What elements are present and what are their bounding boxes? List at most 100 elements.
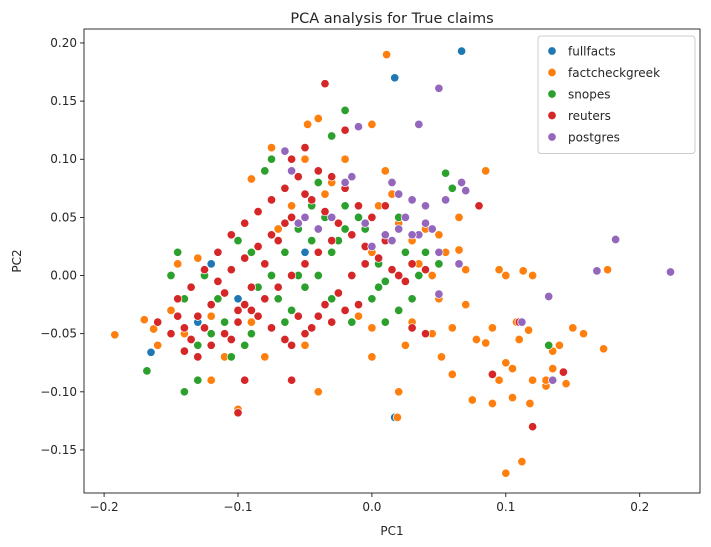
point-reuters	[327, 172, 337, 182]
point-reuters	[407, 323, 417, 333]
point-snopes	[233, 236, 243, 246]
series-postgres	[280, 83, 676, 385]
point-factcheckgreek	[367, 352, 377, 362]
point-factcheckgreek	[501, 468, 511, 478]
point-reuters	[353, 201, 364, 211]
point-reuters	[206, 300, 216, 310]
point-postgres	[441, 195, 451, 205]
point-factcheckgreek	[517, 457, 527, 467]
legend-label: fullfacts	[568, 45, 616, 59]
point-reuters	[179, 323, 189, 333]
point-factcheckgreek	[467, 395, 477, 405]
point-reuters	[558, 367, 568, 377]
point-postgres	[280, 146, 290, 156]
point-reuters	[226, 334, 236, 345]
point-snopes	[380, 317, 390, 327]
point-reuters	[280, 183, 290, 193]
point-snopes	[313, 270, 323, 281]
point-factcheckgreek	[528, 270, 538, 281]
point-reuters	[313, 311, 323, 321]
point-factcheckgreek	[166, 305, 176, 315]
point-factcheckgreek	[461, 265, 471, 275]
point-postgres	[400, 212, 410, 222]
point-reuters	[246, 305, 256, 315]
point-snopes	[414, 270, 424, 281]
point-reuters	[213, 247, 223, 257]
point-reuters	[199, 265, 210, 275]
point-postgres	[461, 186, 471, 196]
point-reuters	[300, 189, 310, 199]
point-snopes	[287, 305, 297, 315]
point-reuters	[320, 207, 330, 217]
point-reuters	[327, 236, 337, 246]
point-reuters	[367, 212, 377, 222]
point-reuters	[186, 334, 196, 345]
point-snopes	[327, 131, 337, 141]
point-reuters	[333, 288, 343, 298]
chart-title: PCA analysis for True claims	[290, 11, 493, 27]
point-reuters	[287, 340, 297, 350]
point-reuters	[193, 352, 203, 362]
point-reuters	[253, 311, 263, 321]
point-factcheckgreek	[461, 300, 471, 310]
point-snopes	[226, 352, 236, 362]
point-snopes	[327, 294, 337, 304]
point-postgres	[394, 189, 404, 199]
point-snopes	[400, 247, 410, 257]
point-fullfacts	[146, 347, 156, 357]
point-postgres	[340, 177, 350, 188]
point-reuters	[528, 422, 538, 432]
point-reuters	[233, 305, 243, 315]
point-snopes	[340, 224, 350, 234]
point-factcheckgreek	[524, 325, 534, 335]
point-factcheckgreek	[320, 189, 330, 199]
point-postgres	[387, 236, 397, 246]
point-reuters	[313, 166, 323, 176]
legend-marker	[547, 67, 557, 78]
point-snopes	[307, 236, 317, 246]
series-factcheckgreek	[110, 50, 613, 478]
point-reuters	[213, 276, 223, 286]
point-factcheckgreek	[139, 315, 149, 325]
point-snopes	[213, 294, 223, 304]
point-factcheckgreek	[273, 224, 283, 234]
point-postgres	[517, 317, 527, 327]
x-tick-label: 0.0	[362, 500, 381, 514]
legend-marker	[547, 46, 557, 56]
x-tick-label: −0.1	[223, 500, 252, 514]
point-factcheckgreek	[206, 375, 216, 385]
point-factcheckgreek	[471, 334, 481, 345]
point-factcheckgreek	[578, 329, 589, 339]
y-tick-label: −0.15	[40, 443, 77, 457]
point-reuters	[273, 282, 283, 292]
point-factcheckgreek	[427, 270, 437, 281]
y-tick-label: 0.05	[50, 210, 77, 224]
point-factcheckgreek	[380, 166, 390, 176]
point-snopes	[220, 317, 230, 327]
legend-label: postgres	[568, 131, 620, 145]
point-reuters	[166, 329, 176, 339]
point-reuters	[420, 329, 431, 339]
point-reuters	[240, 375, 250, 385]
point-factcheckgreek	[481, 338, 491, 348]
point-reuters	[300, 143, 310, 153]
point-reuters	[394, 270, 404, 281]
point-snopes	[240, 340, 250, 350]
point-snopes	[246, 329, 256, 339]
point-factcheckgreek	[501, 270, 511, 281]
point-factcheckgreek	[507, 364, 518, 374]
point-reuters	[226, 230, 236, 240]
point-reuters	[307, 323, 317, 333]
point-reuters	[240, 300, 250, 310]
point-reuters	[287, 154, 297, 164]
point-postgres	[665, 267, 676, 277]
point-reuters	[327, 317, 337, 327]
y-tick-label: −0.10	[40, 385, 77, 399]
point-postgres	[611, 234, 621, 245]
point-reuters	[179, 346, 189, 356]
point-factcheckgreek	[287, 201, 297, 211]
point-reuters	[266, 230, 277, 240]
point-factcheckgreek	[501, 358, 511, 368]
point-factcheckgreek	[382, 50, 392, 60]
